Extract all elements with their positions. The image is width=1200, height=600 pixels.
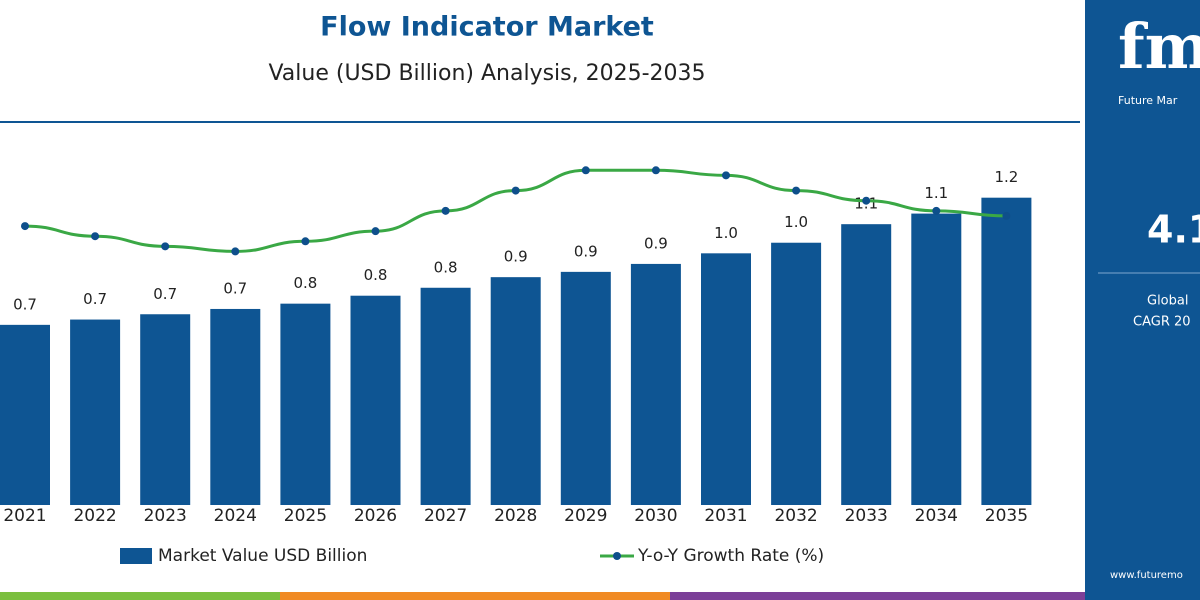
panel-label: CAGR 20: [1133, 315, 1191, 330]
panel-website: www.futuremo: [1110, 570, 1183, 581]
bar: [420, 287, 471, 505]
footer-stripe: [280, 592, 670, 600]
legend-swatch: [613, 552, 621, 560]
bar: [210, 308, 261, 505]
line-marker: [722, 171, 730, 180]
bar: [0, 324, 50, 505]
bar: [771, 242, 822, 505]
x-tick-label: 2021: [3, 506, 46, 526]
data-label: 0.8: [364, 266, 388, 284]
data-label: 0.8: [293, 274, 317, 292]
x-tick-label: 2025: [284, 506, 327, 526]
line-marker: [91, 232, 100, 241]
line-marker: [161, 242, 170, 251]
x-tick-label: 2034: [915, 506, 958, 526]
data-label: 1.2: [994, 168, 1018, 186]
data-label: 0.7: [13, 295, 37, 313]
legend-swatch: [120, 548, 152, 564]
line-marker: [792, 186, 801, 195]
x-tick-label: 2024: [214, 506, 257, 526]
side-panel: [1085, 0, 1200, 600]
data-label: 0.7: [83, 290, 107, 308]
bar: [490, 277, 541, 505]
data-label: 0.8: [434, 258, 458, 276]
panel-brand: Future Mar: [1118, 94, 1178, 107]
data-label: 0.9: [574, 242, 598, 260]
x-tick-label: 2022: [73, 506, 116, 526]
line-marker: [231, 247, 240, 256]
bar: [280, 303, 331, 505]
x-tick-label: 2030: [634, 506, 677, 526]
x-tick-label: 2031: [704, 506, 747, 526]
panel-logo: fmi: [1118, 10, 1200, 83]
footer-stripe: [0, 592, 280, 600]
chart-subtitle: Value (USD Billion) Analysis, 2025-2035: [268, 61, 705, 86]
line-marker: [862, 196, 871, 205]
bar: [911, 213, 962, 505]
x-tick-label: 2023: [144, 506, 187, 526]
data-label: 0.7: [153, 285, 177, 303]
data-label: 0.9: [644, 234, 668, 252]
chart-title: Flow Indicator Market: [320, 12, 654, 43]
x-tick-label: 2033: [845, 506, 888, 526]
data-label: 1.0: [714, 224, 738, 242]
bar: [841, 224, 892, 505]
bar: [350, 295, 401, 505]
line-marker: [1002, 211, 1011, 220]
bar: [630, 263, 681, 505]
panel-cagr-value: 4.1: [1147, 208, 1200, 252]
line-marker: [301, 237, 310, 246]
bar: [560, 271, 611, 505]
legend-label: Market Value USD Billion: [158, 546, 367, 566]
bar: [140, 314, 191, 505]
x-tick-label: 2027: [424, 506, 467, 526]
legend-label: Y-o-Y Growth Rate (%): [637, 546, 824, 566]
x-tick-label: 2026: [354, 506, 397, 526]
data-label: 0.7: [223, 279, 247, 297]
data-label: 1.0: [784, 213, 808, 231]
x-tick-label: 2028: [494, 506, 537, 526]
line-marker: [581, 166, 590, 175]
panel-label: Global: [1147, 294, 1188, 309]
line-marker: [21, 222, 29, 231]
line-marker: [932, 206, 941, 215]
footer-stripe: [670, 592, 1085, 600]
bar: [701, 253, 751, 505]
data-label: 0.9: [504, 248, 528, 266]
data-label: 1.1: [924, 184, 948, 202]
x-tick-label: 2035: [985, 506, 1028, 526]
x-tick-label: 2029: [564, 506, 607, 526]
line-marker: [511, 186, 520, 195]
x-tick-label: 2032: [774, 506, 817, 526]
bar: [981, 197, 1032, 505]
line-marker: [441, 206, 450, 215]
bar: [70, 319, 121, 505]
line-marker: [651, 166, 660, 175]
line-marker: [371, 227, 380, 236]
